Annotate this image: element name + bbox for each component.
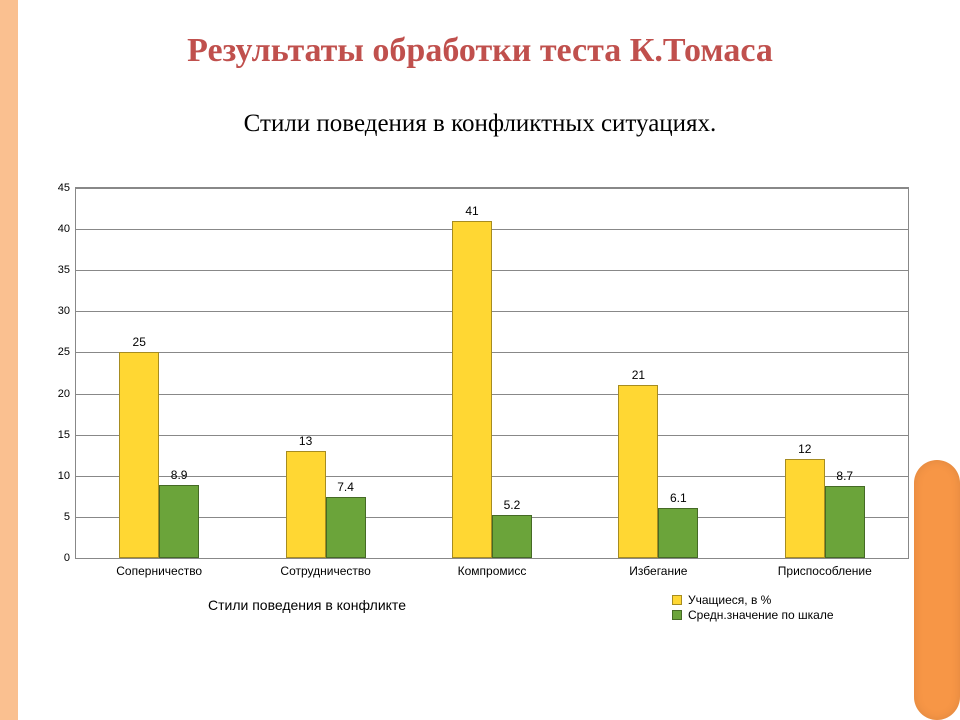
chart-bar: 21 (618, 385, 658, 558)
chart-xtick-label: Соперничество (116, 564, 202, 578)
chart-ytick-label: 25 (58, 346, 70, 358)
chart-legend-item: Средн.значение по шкале (672, 608, 834, 622)
chart-gridline (76, 435, 908, 436)
chart-ytick-label: 40 (58, 223, 70, 235)
chart-bar: 41 (452, 221, 492, 558)
chart-ytick-label: 10 (58, 470, 70, 482)
chart-gridline (76, 352, 908, 353)
chart-gridline (76, 188, 908, 189)
chart-bar-value-label: 8.7 (836, 469, 853, 483)
chart-gridline (76, 229, 908, 230)
chart-ytick-label: 35 (58, 264, 70, 276)
chart-bar-value-label: 12 (798, 442, 811, 456)
chart-bar-value-label: 13 (299, 434, 312, 448)
chart-bar-value-label: 41 (465, 204, 478, 218)
chart-legend-swatch (672, 610, 682, 620)
chart-bar: 7.4 (326, 497, 366, 558)
chart-ytick-label: 20 (58, 388, 70, 400)
chart-bar-value-label: 7.4 (337, 480, 354, 494)
chart-bar: 5.2 (492, 515, 532, 558)
chart-bar-value-label: 5.2 (504, 498, 521, 512)
chart-legend-label: Средн.значение по шкале (688, 608, 834, 622)
chart-legend-label: Учащиеся, в % (688, 593, 771, 607)
chart-bar-value-label: 25 (133, 335, 146, 349)
chart-bar: 13 (286, 451, 326, 558)
page-subtitle: Стили поведения в конфликтных ситуациях. (0, 110, 960, 138)
chart-ytick-label: 45 (58, 182, 70, 194)
chart-plot-area: 051015202530354045Соперничество258.9Сотр… (76, 188, 908, 558)
chart-xtick-label: Компромисс (458, 564, 527, 578)
chart-bar: 12 (785, 459, 825, 558)
chart-gridline (76, 270, 908, 271)
chart-ytick-label: 15 (58, 429, 70, 441)
chart-bar: 6.1 (658, 508, 698, 558)
chart-bar-value-label: 21 (632, 368, 645, 382)
chart-bar-value-label: 8.9 (171, 468, 188, 482)
chart-xtick-label: Сотрудничество (280, 564, 370, 578)
chart-bar-value-label: 6.1 (670, 491, 687, 505)
chart-ytick-label: 5 (64, 511, 70, 523)
chart-x-axis-title: Стили поведения в конфликте (208, 597, 406, 613)
chart-legend: Учащиеся, в %Средн.значение по шкале (672, 592, 834, 623)
chart-gridline (76, 558, 908, 559)
page-title: Результаты обработки теста К.Томаса (0, 32, 960, 70)
chart-xtick-label: Избегание (629, 564, 687, 578)
chart-container: 051015202530354045Соперничество258.9Сотр… (48, 184, 912, 648)
chart-bar: 25 (119, 352, 159, 558)
chart-gridline (76, 394, 908, 395)
chart-xtick-label: Приспособление (778, 564, 872, 578)
chart-gridline (76, 476, 908, 477)
chart-bar: 8.7 (825, 486, 865, 558)
chart-legend-swatch (672, 595, 682, 605)
chart-ytick-label: 30 (58, 305, 70, 317)
chart-ytick-label: 0 (64, 552, 70, 564)
chart-legend-item: Учащиеся, в % (672, 593, 834, 607)
chart-gridline (76, 311, 908, 312)
right-accent-pill (914, 460, 960, 720)
chart-bar: 8.9 (159, 485, 199, 558)
left-accent-bar (0, 0, 18, 720)
